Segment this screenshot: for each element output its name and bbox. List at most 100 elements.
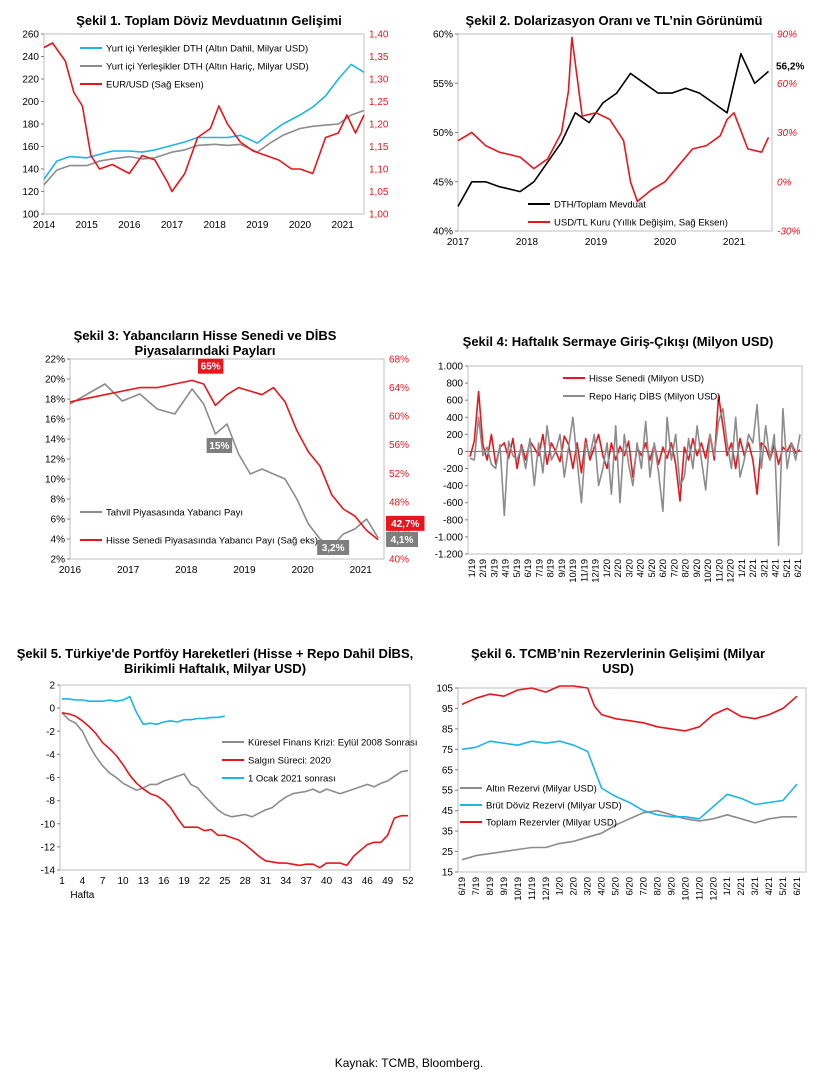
chart-panel-1: Şekil 1. Toplam Döviz Mevduatının Gelişi…	[10, 8, 408, 258]
legend-label: DTH/Toplam Mevduat	[554, 200, 646, 211]
y-right-tick-label: 60%	[389, 412, 409, 423]
y-right-tick-label: 1,05	[369, 187, 389, 198]
y-tick-label: 4%	[51, 535, 66, 546]
y-tick-label: 22%	[45, 355, 65, 366]
y-tick-label: 800	[446, 379, 463, 390]
y-tick-label: 2%	[51, 555, 66, 566]
x-tick-label: 52	[402, 876, 414, 887]
plot-area	[467, 365, 803, 555]
x-tick-label: 4/20	[597, 877, 608, 896]
x-tick-label: 3/20	[624, 559, 635, 578]
x-tick-label: 7/20	[638, 877, 649, 896]
chart-panel-3: Şekil 3: Yabancıların Hisse Senedi ve Dİ…	[10, 326, 425, 586]
x-tick-label: 2018	[204, 220, 227, 231]
y-tick-label: -600	[443, 498, 463, 509]
x-tick-label: 2021	[350, 565, 373, 576]
y-tick-label: 18%	[45, 395, 65, 406]
y-right-tick-label: 64%	[389, 383, 409, 394]
x-tick-label: 9/19	[499, 877, 510, 896]
y-right-tick-label: 60%	[777, 79, 797, 90]
x-tick-label: 6/20	[658, 559, 669, 578]
y-tick-label: 95	[442, 704, 454, 715]
x-tick-label: 6/21	[793, 559, 804, 578]
x-tick-label: 11/20	[714, 559, 725, 582]
chart-4-svg: -1.200 -1.000 -800 -600 -400 -200 0 200 400 600 80…	[435, 362, 804, 583]
x-tick-label: 11/19	[527, 877, 538, 900]
x-tick-label: 2/21	[736, 877, 747, 896]
y-tick-label: -2	[46, 727, 55, 738]
x-tick-label: 2017	[447, 237, 470, 248]
y-tick-label: 65	[442, 765, 454, 776]
y-right-tick-label: -30%	[777, 227, 800, 238]
x-tick-label: 13	[138, 876, 150, 887]
x-tick-label: 5/20	[647, 559, 658, 578]
y-right-tick-label: 1,30	[369, 75, 389, 86]
y-tick-label: 50%	[433, 128, 453, 139]
chart-4-title: Şekil 4: Haftalık Sermaye Giriş-Çıkışı (…	[462, 334, 774, 349]
y-right-tick-label: 48%	[389, 497, 409, 508]
legend-label: Toplam Rezervler (Milyar USD)	[486, 818, 617, 829]
label-low: 3,2%	[322, 543, 345, 554]
x-tick-label: 1/21	[737, 559, 748, 578]
chart-panel-4: Şekil 4: Haftalık Sermaye Giriş-Çıkışı (…	[418, 326, 810, 606]
series-line-1	[61, 712, 409, 818]
end-value-label: 56,2%	[776, 61, 804, 72]
x-axis-title: Hafta	[70, 890, 94, 901]
series-line-2	[461, 740, 798, 820]
x-tick-label: 5/21	[782, 559, 793, 578]
x-tick-label: 10/20	[680, 877, 691, 901]
y-tick-label: 55%	[433, 79, 453, 90]
legend-label: 1 Ocak 2021 sonrası	[248, 774, 336, 785]
y-right-tick-label: 1,00	[369, 210, 389, 221]
series-line-2	[43, 109, 365, 186]
x-tick-label: 2/20	[613, 559, 624, 578]
y-right-tick-label: 52%	[389, 469, 409, 480]
y-right-tick-label: 1,25	[369, 97, 389, 108]
chart-panel-5: Şekil 5. Türkiye'de Portföy Hareketleri …	[10, 640, 420, 910]
x-tick-label: 28	[240, 876, 252, 887]
x-tick-label: 4/19	[501, 559, 512, 578]
label-end-gray-box	[386, 532, 418, 547]
x-tick-label: 2/21	[748, 559, 759, 578]
label-mid: 15%	[209, 441, 229, 452]
x-tick-label: 10/19	[568, 559, 579, 583]
x-tick-label: 7	[100, 876, 106, 887]
x-tick-label: 2014	[33, 220, 56, 231]
x-tick-label: 1/19	[467, 559, 478, 578]
chart-2-title: Şekil 2. Dolarizasyon Oranı ve TL’nin Gö…	[465, 13, 763, 28]
legend-label: Küresel Finans Krizi: Eylül 2008 Sonrası	[248, 738, 418, 749]
x-tick-label: 11/20	[694, 877, 705, 900]
y-tick-label: 160	[22, 142, 39, 153]
series-line-2	[469, 403, 801, 547]
legend-label: Salgın Süreci: 2020	[248, 756, 331, 767]
y-tick-label: 105	[436, 684, 453, 695]
chart-5-title: Şekil 5. Türkiye'de Portföy Hareketleri …	[16, 646, 414, 676]
x-tick-label: 2019	[585, 237, 608, 248]
y-right-tick-label: 1,35	[369, 52, 389, 63]
series-line-1	[461, 809, 797, 861]
y-tick-label: -1.200	[435, 550, 464, 561]
y-tick-label: 240	[22, 52, 39, 63]
x-tick-label: 3/20	[583, 877, 594, 896]
y-tick-label: 25	[442, 847, 454, 858]
x-tick-label: 7/20	[669, 559, 680, 578]
x-tick-label: 3/21	[759, 559, 770, 578]
x-tick-label: 9/20	[692, 559, 703, 578]
series-line-2	[69, 379, 379, 541]
x-tick-label: 6/19	[523, 559, 534, 578]
x-tick-label: 12/19	[541, 877, 552, 901]
x-tick-label: 8/19	[546, 559, 557, 578]
y-tick-label: 600	[446, 396, 463, 407]
legend-label: Hisse Senedi (Milyon USD)	[589, 374, 704, 385]
series-line-3	[62, 695, 225, 726]
x-tick-label: 2016	[59, 565, 82, 576]
y-tick-label: 0	[49, 704, 55, 715]
x-tick-label: 2020	[289, 220, 312, 231]
label-end-gray: 4,1%	[391, 535, 414, 546]
y-tick-label: 180	[22, 120, 39, 131]
x-tick-label: 7/19	[534, 559, 545, 578]
x-tick-label: 2/20	[569, 877, 580, 896]
x-tick-label: 2019	[246, 220, 269, 231]
y-tick-label: 15	[442, 868, 454, 879]
x-tick-label: 6/21	[792, 877, 803, 896]
